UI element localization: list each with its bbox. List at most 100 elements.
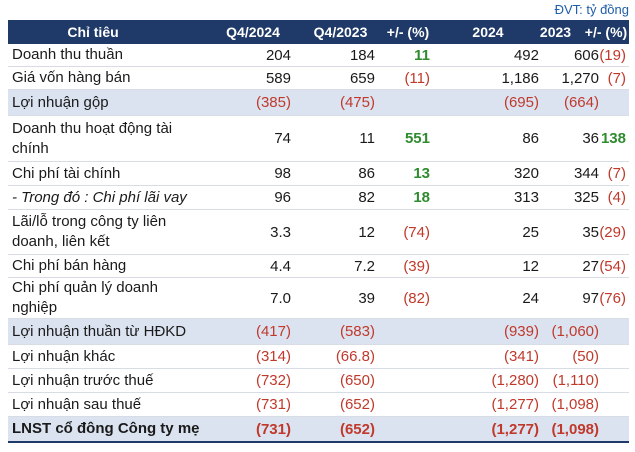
cell-q4-2023: 82 <box>358 189 375 206</box>
table-row: Chi phí tài chính 98 86 13 320 344 (7) <box>8 162 629 186</box>
row-label: Doanh thu thuần <box>12 46 123 63</box>
cell-q4-2023: 184 <box>349 46 375 64</box>
cell-quarter-change <box>375 393 430 416</box>
cell-year-2024: 320 <box>513 165 539 182</box>
cell-quarter-change: (74) <box>403 223 430 241</box>
cell-year-2024: 24 <box>522 289 539 307</box>
table-header-row: Chỉ tiêu Q4/2024 Q4/2023 +/- (%) 2024 20… <box>8 20 629 44</box>
cell-q4-2023: 12 <box>358 223 375 241</box>
cell-year-2024: 86 <box>522 130 539 147</box>
table-row: Lợi nhuận khác (314) (66.8) (341) (50) <box>8 345 629 369</box>
table-row: Chi phí bán hàng 4.4 7.2 (39) 12 27 (54) <box>8 255 629 278</box>
cell-quarter-change: (11) <box>404 69 430 87</box>
cell-year-2023: 325 <box>573 189 599 206</box>
cell-year-2023: 1,270 <box>561 69 599 87</box>
cell-year-2023: 36 <box>582 130 599 147</box>
cell-year-change <box>599 417 626 441</box>
cell-q4-2023: 7.2 <box>354 257 375 275</box>
cell-year-2023: 35 <box>582 223 599 241</box>
row-label: - Trong đó : Chi phí lãi vay <box>12 188 187 206</box>
row-label: Lợi nhuận gộp <box>12 93 109 111</box>
cell-q4-2023: (652) <box>339 420 375 438</box>
cell-q4-2024: (731) <box>255 420 291 438</box>
cell-year-2023: (1,098) <box>551 420 599 438</box>
cell-q4-2024: 7.0 <box>270 289 291 307</box>
cell-q4-2024: (731) <box>255 396 291 413</box>
row-label: Doanh thu hoạt động tài chính <box>12 119 173 157</box>
table-row: Giá vốn hàng bán 589 659 (11) 1,186 1,27… <box>8 67 629 90</box>
cell-quarter-change: 18 <box>413 189 430 206</box>
cell-q4-2024: (732) <box>255 372 291 389</box>
table-row: Chi phí quản lý doanh nghiệp 7.0 39 (82)… <box>8 278 629 319</box>
row-label: Lợi nhuận sau thuế <box>12 395 142 413</box>
cell-quarter-change <box>375 369 430 392</box>
header-quarter-change: +/- (%) <box>386 24 430 40</box>
cell-year-2024: 492 <box>513 46 539 64</box>
cell-year-2024: (1,277) <box>491 420 539 438</box>
row-label: Chi phí quản lý doanh nghiệp <box>12 279 158 316</box>
table-row-total: LNST cổ đông Công ty mẹ (731) (652) (1,2… <box>8 417 629 443</box>
cell-q4-2023: 39 <box>358 289 375 307</box>
cell-q4-2024: 98 <box>274 165 291 182</box>
cell-quarter-change <box>375 90 430 115</box>
cell-quarter-change: 13 <box>413 165 430 182</box>
cell-year-change <box>599 319 626 344</box>
cell-year-2024: (1,280) <box>491 372 539 389</box>
table-row: Lãi/lỗ trong công ty liên doanh, liên kế… <box>8 210 629 255</box>
header-q4-2023: Q4/2023 <box>313 24 368 40</box>
cell-quarter-change <box>375 417 430 441</box>
header-q4-2024: Q4/2024 <box>226 24 280 40</box>
header-year-change: +/- (%) <box>584 24 628 40</box>
cell-year-2023: 344 <box>573 165 599 182</box>
cell-quarter-change: 11 <box>414 46 430 64</box>
row-label: Lợi nhuận thuần từ HĐKD <box>12 322 187 340</box>
cell-q4-2023: (652) <box>339 396 375 413</box>
header-year-2023: 2023 <box>539 24 572 40</box>
row-label: Lợi nhuận khác <box>12 347 116 365</box>
cell-year-change: (7) <box>607 69 626 87</box>
cell-q4-2024: 96 <box>274 189 291 206</box>
cell-year-change: (4) <box>607 189 626 206</box>
cell-q4-2024: 74 <box>274 130 291 147</box>
cell-q4-2024: (385) <box>255 94 291 111</box>
cell-year-change <box>599 345 626 368</box>
header-indicator: Chỉ tiêu <box>67 24 119 40</box>
table-row: Lợi nhuận trước thuế (732) (650) (1,280)… <box>8 369 629 393</box>
cell-q4-2023: (475) <box>339 94 375 111</box>
cell-year-2023: 606 <box>573 46 599 64</box>
cell-q4-2024: 589 <box>265 69 291 87</box>
cell-year-2024: 313 <box>513 189 539 206</box>
row-label: Chi phí bán hàng <box>12 257 127 274</box>
income-statement-table: Chỉ tiêu Q4/2024 Q4/2023 +/- (%) 2024 20… <box>8 20 629 443</box>
table-row: Doanh thu hoạt động tài chính 74 11 551 … <box>8 116 629 162</box>
cell-year-2024: 1,186 <box>501 69 539 87</box>
cell-year-2023: (1,060) <box>551 323 599 340</box>
cell-q4-2023: 86 <box>358 165 375 182</box>
header-year-2024: 2024 <box>472 24 504 40</box>
cell-year-change: (19) <box>599 46 626 64</box>
cell-year-2024: (939) <box>503 323 539 340</box>
cell-year-change <box>599 369 626 392</box>
cell-q4-2023: (583) <box>339 323 375 340</box>
row-label: Lợi nhuận trước thuế <box>12 371 154 389</box>
cell-year-2024: 25 <box>522 223 539 241</box>
cell-year-2023: (50) <box>572 348 599 365</box>
cell-year-2024: 12 <box>522 257 539 275</box>
cell-year-change <box>599 393 626 416</box>
cell-year-change: 138 <box>600 130 626 147</box>
row-label: Chi phí tài chính <box>12 164 121 182</box>
cell-year-change: (29) <box>599 223 626 241</box>
cell-year-2024: (1,277) <box>491 396 539 413</box>
table-row: - Trong đó : Chi phí lãi vay 96 82 18 31… <box>8 186 629 210</box>
unit-note: ĐVT: tỷ đồng <box>554 2 629 17</box>
cell-year-2023: 97 <box>582 289 599 307</box>
cell-q4-2023: (66.8) <box>335 348 375 365</box>
table-row: Doanh thu thuần 204 184 11 492 606 (19) <box>8 44 629 67</box>
cell-year-change: (76) <box>599 289 626 307</box>
cell-quarter-change: (82) <box>403 289 430 307</box>
cell-quarter-change <box>375 345 430 368</box>
cell-year-2024: (695) <box>503 94 539 111</box>
row-label: Lãi/lỗ trong công ty liên doanh, liên kế… <box>12 213 167 250</box>
row-label: LNST cổ đông Công ty mẹ <box>12 420 200 437</box>
cell-quarter-change <box>375 319 430 344</box>
